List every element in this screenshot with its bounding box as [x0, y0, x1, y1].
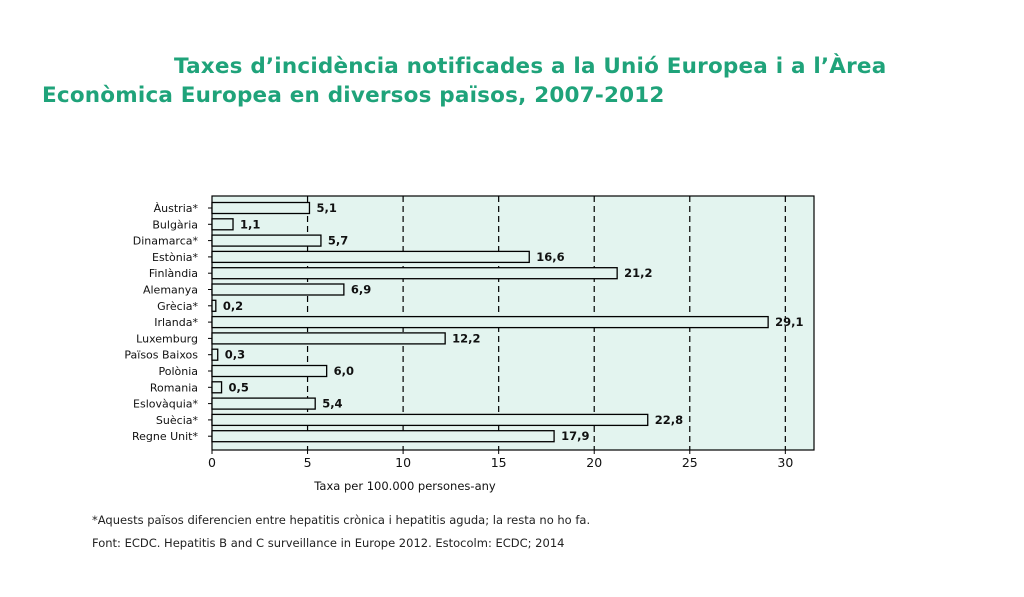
value-label: 16,6: [536, 250, 564, 264]
footnote: *Aquests països diferencien entre hepati…: [92, 513, 591, 527]
x-axis-label: Taxa per 100.000 persones-any: [313, 479, 496, 493]
bar: [211, 234, 322, 247]
bar: [211, 250, 530, 264]
chart-title: Taxes d’incidència notificades a la Unió…: [42, 52, 1002, 110]
category-label: Dinamarca*: [133, 235, 199, 248]
category-label: Irlanda*: [154, 316, 198, 329]
category-label: Alemanya: [143, 284, 198, 297]
value-label: 22,8: [655, 413, 683, 427]
value-label: 5,1: [316, 201, 336, 215]
x-tick-label: 5: [304, 455, 312, 470]
bar: [211, 315, 769, 329]
bar: [211, 413, 649, 427]
value-label: 0,5: [229, 380, 249, 394]
value-label: 17,9: [561, 429, 589, 443]
category-label: Estònia*: [152, 251, 198, 264]
x-tick-label: 0: [208, 455, 216, 470]
value-label: 0,2: [223, 299, 243, 313]
source-note: Font: ECDC. Hepatitis B and C surveillan…: [92, 536, 565, 550]
category-label: Grècia*: [157, 300, 198, 313]
value-label: 29,1: [775, 315, 803, 329]
bar: [211, 364, 328, 378]
value-label: 0,3: [225, 348, 245, 362]
category-label: Romania: [150, 381, 198, 394]
value-label: 5,7: [328, 234, 348, 248]
bar: [211, 283, 345, 296]
value-label: 21,2: [624, 266, 652, 280]
bar: [211, 430, 555, 443]
category-label: Finlàndia: [149, 267, 198, 280]
value-label: 12,2: [452, 331, 480, 345]
bar: [211, 397, 316, 410]
value-label: 1,1: [240, 217, 260, 231]
category-label: Països Baixos: [124, 349, 198, 362]
category-label: Polònia: [158, 365, 198, 378]
x-tick-label: 20: [586, 455, 602, 470]
bar: [211, 201, 311, 215]
category-label: Bulgària: [152, 218, 198, 231]
x-tick-label: 10: [395, 455, 411, 470]
bar: [211, 348, 219, 361]
bar: [211, 381, 223, 394]
x-tick-label: 15: [491, 455, 507, 470]
category-label: Àustria*: [154, 202, 199, 215]
title-line-1: Taxes d’incidència notificades a la Unió…: [174, 54, 887, 79]
bar: [211, 299, 217, 312]
bar: [211, 218, 234, 231]
category-label: Suècia*: [156, 414, 199, 427]
bar: [211, 267, 618, 280]
category-label: Eslovàquia*: [133, 398, 198, 411]
bar: [211, 332, 446, 345]
value-label: 6,0: [334, 364, 354, 378]
title-line-2: Econòmica Europea en diversos països, 20…: [42, 83, 665, 108]
x-tick-label: 30: [777, 455, 793, 470]
category-label: Luxemburg: [136, 332, 198, 345]
category-label: Regne Unit*: [132, 430, 199, 443]
x-tick-label: 25: [682, 455, 698, 470]
value-label: 5,4: [322, 397, 342, 411]
value-label: 6,9: [351, 283, 371, 297]
